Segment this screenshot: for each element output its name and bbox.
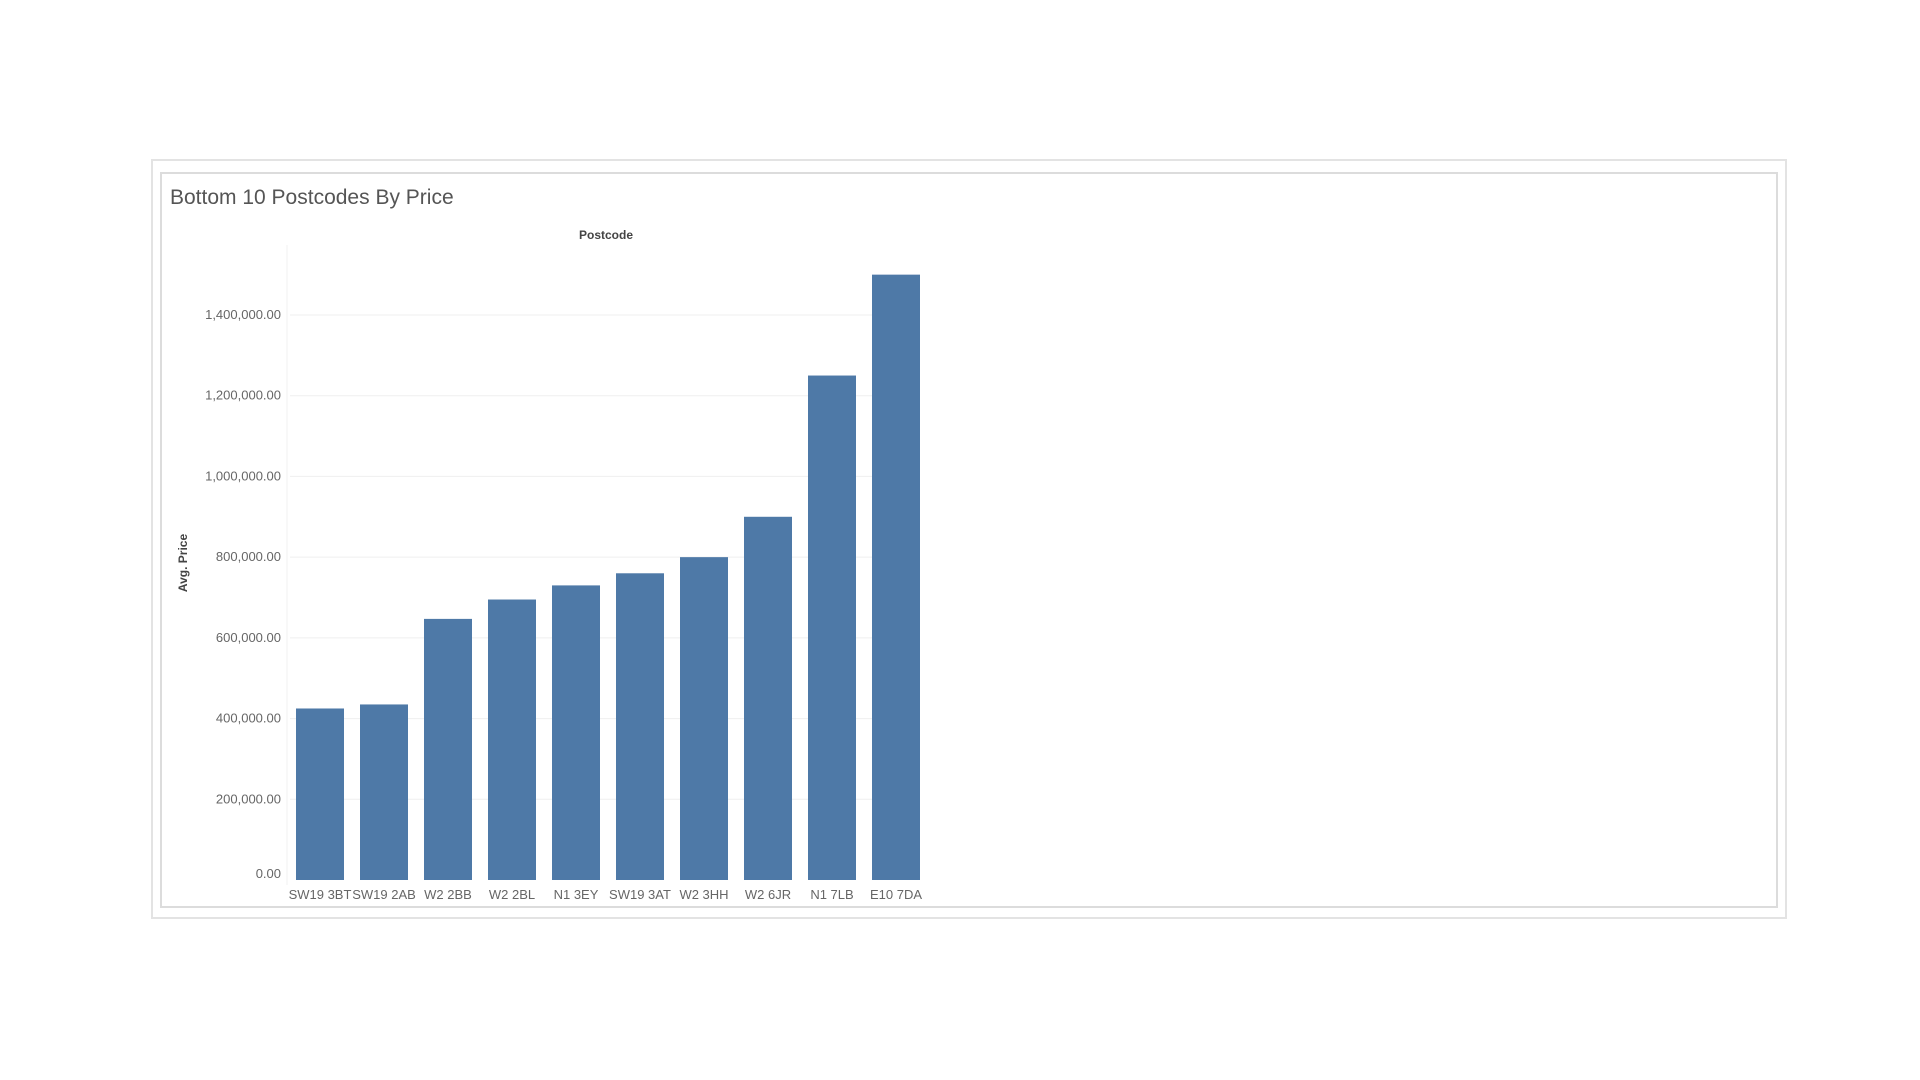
x-axis-title: Postcode xyxy=(579,228,633,242)
bar[interactable] xyxy=(744,516,792,880)
x-tick-label: W2 2BB xyxy=(424,887,472,902)
bar[interactable] xyxy=(808,375,856,880)
y-tick-label: 400,000.00 xyxy=(216,711,281,726)
x-tick-label: W2 6JR xyxy=(745,887,791,902)
chart-title: Bottom 10 Postcodes By Price xyxy=(170,186,454,209)
bar[interactable] xyxy=(552,585,600,880)
x-tick-label: W2 3HH xyxy=(679,887,728,902)
bar[interactable] xyxy=(360,704,408,880)
x-tick-label: N1 7LB xyxy=(810,887,853,902)
y-tick-label: 0.00 xyxy=(256,866,281,881)
y-tick-label: 600,000.00 xyxy=(216,630,281,645)
x-tick-label: SW19 2AB xyxy=(352,887,416,902)
y-tick-label: 1,000,000.00 xyxy=(205,468,281,483)
bar[interactable] xyxy=(872,274,920,881)
y-tick-label: 1,400,000.00 xyxy=(205,307,281,322)
bar[interactable] xyxy=(296,708,344,880)
bar[interactable] xyxy=(616,573,664,880)
y-tick-label: 800,000.00 xyxy=(216,549,281,564)
x-tick-label: N1 3EY xyxy=(554,887,599,902)
bars xyxy=(296,274,920,881)
y-tick-labels: 0.00 200,000.00 400,000.00 600,000.00 800,00… xyxy=(205,307,281,881)
x-tick-label: SW19 3AT xyxy=(609,887,671,902)
y-tick-label: 1,200,000.00 xyxy=(205,388,281,403)
x-tick-label: W2 2BL xyxy=(489,887,535,902)
bar[interactable] xyxy=(680,557,728,880)
x-tick-label: E10 7DA xyxy=(870,887,922,902)
bar[interactable] xyxy=(488,599,536,880)
y-axis-title: Avg. Price xyxy=(176,534,190,593)
x-tick-label: SW19 3BT xyxy=(289,887,352,902)
x-tick-labels: SW19 3BT SW19 2AB W2 2BB W2 2BL N1 3EY SW19 3… xyxy=(289,887,923,902)
y-tick-label: 200,000.00 xyxy=(216,791,281,806)
bar[interactable] xyxy=(424,618,472,880)
